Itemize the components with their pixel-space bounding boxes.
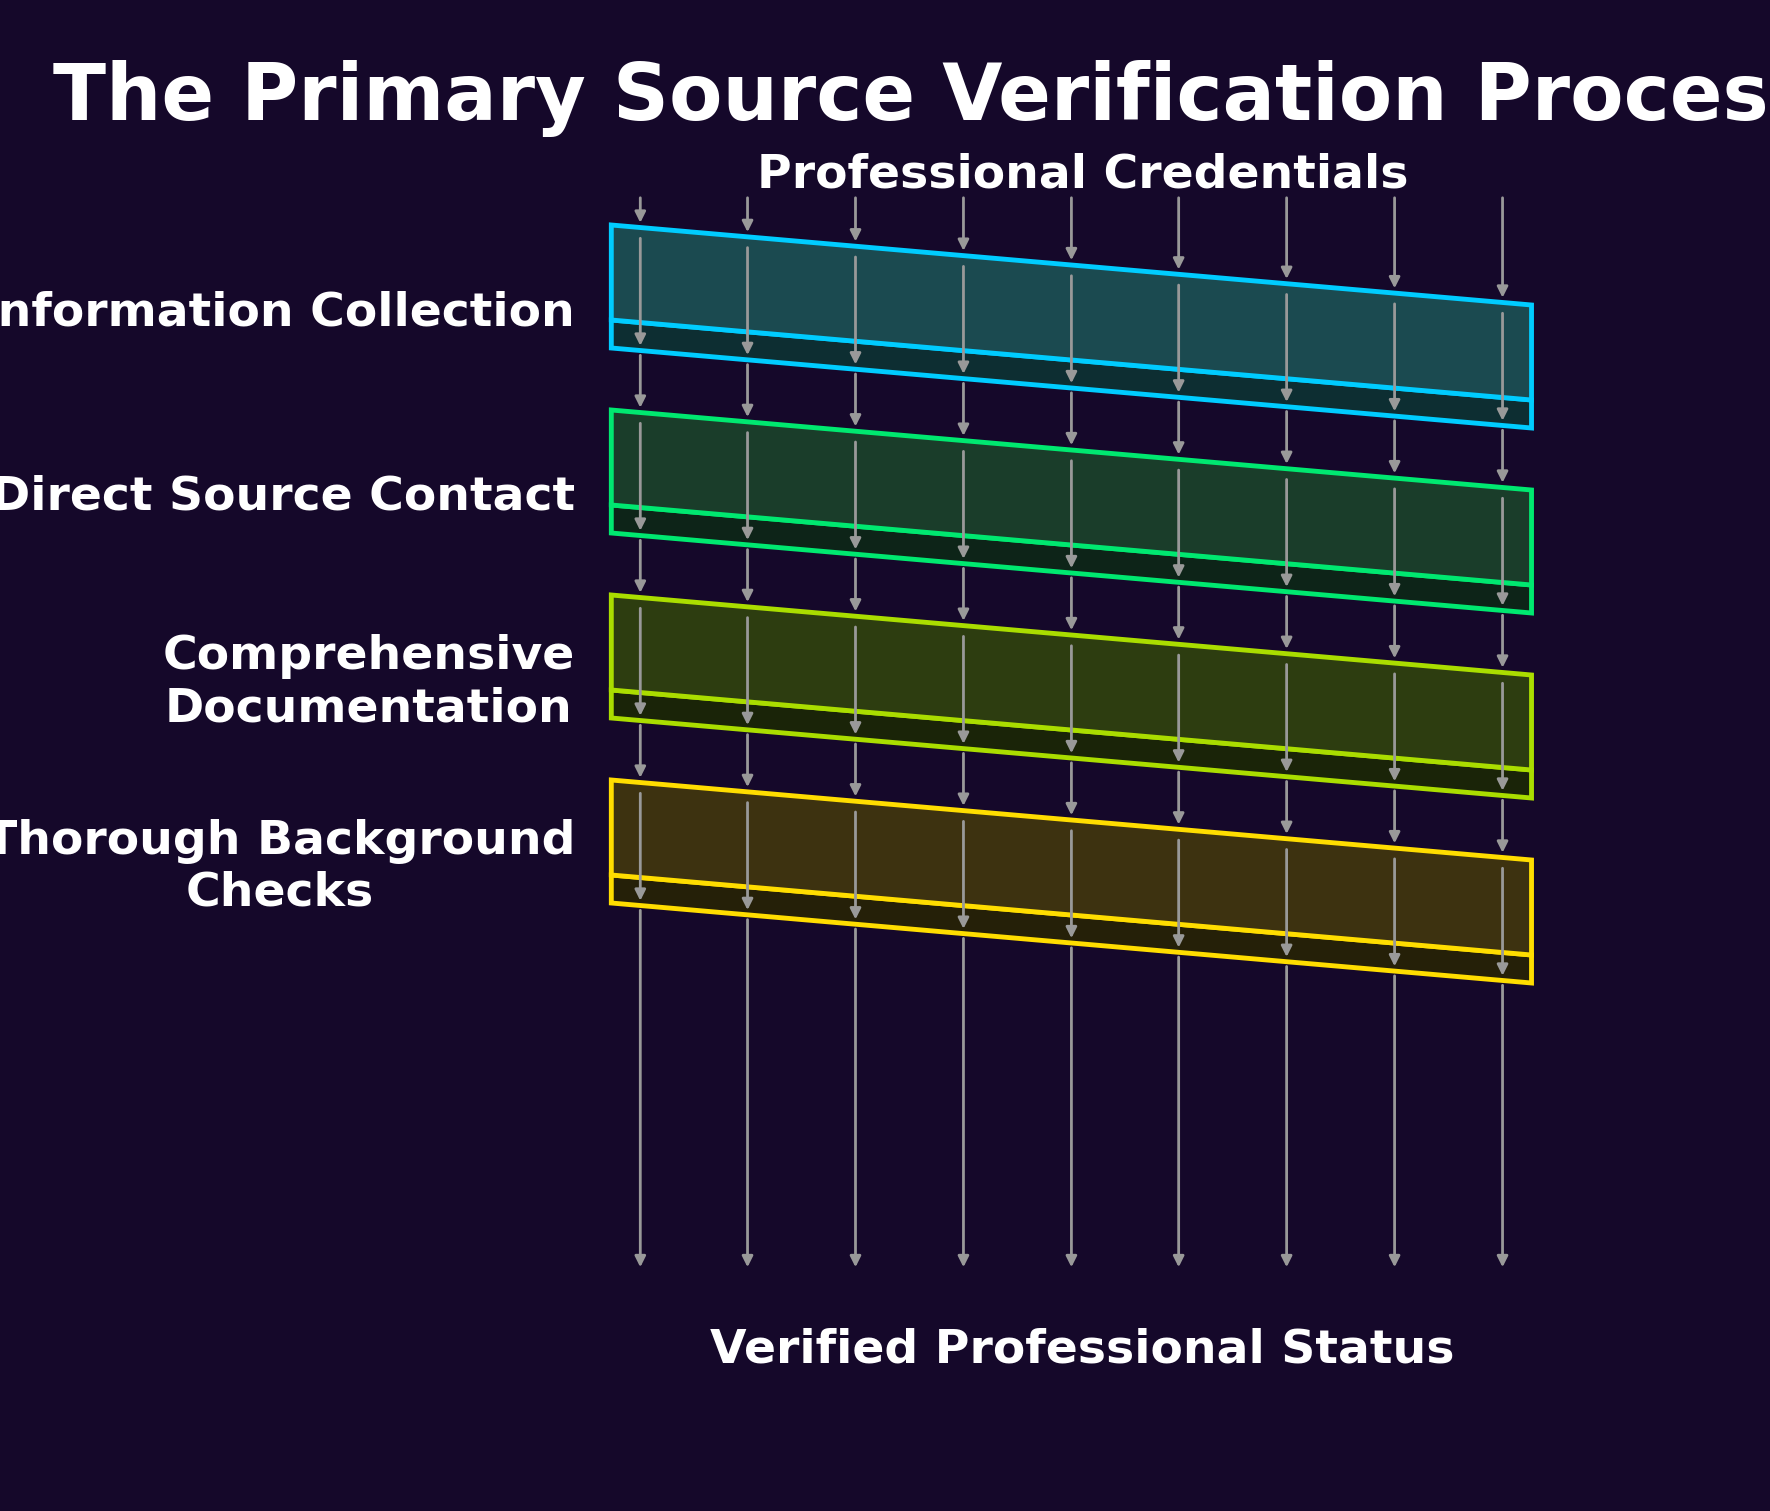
Text: Verified Professional Status: Verified Professional Status	[710, 1328, 1455, 1372]
Polygon shape	[611, 875, 1531, 984]
Text: Comprehensive
Documentation: Comprehensive Documentation	[163, 635, 575, 731]
Text: Thorough Background
Checks: Thorough Background Checks	[0, 819, 575, 916]
Text: Information Collection: Information Collection	[0, 290, 575, 335]
Polygon shape	[611, 225, 1531, 400]
Text: The Primary Source Verification Process: The Primary Source Verification Process	[53, 60, 1770, 138]
Polygon shape	[611, 320, 1531, 428]
Text: Direct Source Contact: Direct Source Contact	[0, 474, 575, 520]
Text: Professional Credentials: Professional Credentials	[756, 153, 1409, 198]
Polygon shape	[611, 780, 1531, 955]
Polygon shape	[611, 691, 1531, 798]
Polygon shape	[611, 505, 1531, 613]
Polygon shape	[611, 409, 1531, 585]
Polygon shape	[611, 595, 1531, 771]
